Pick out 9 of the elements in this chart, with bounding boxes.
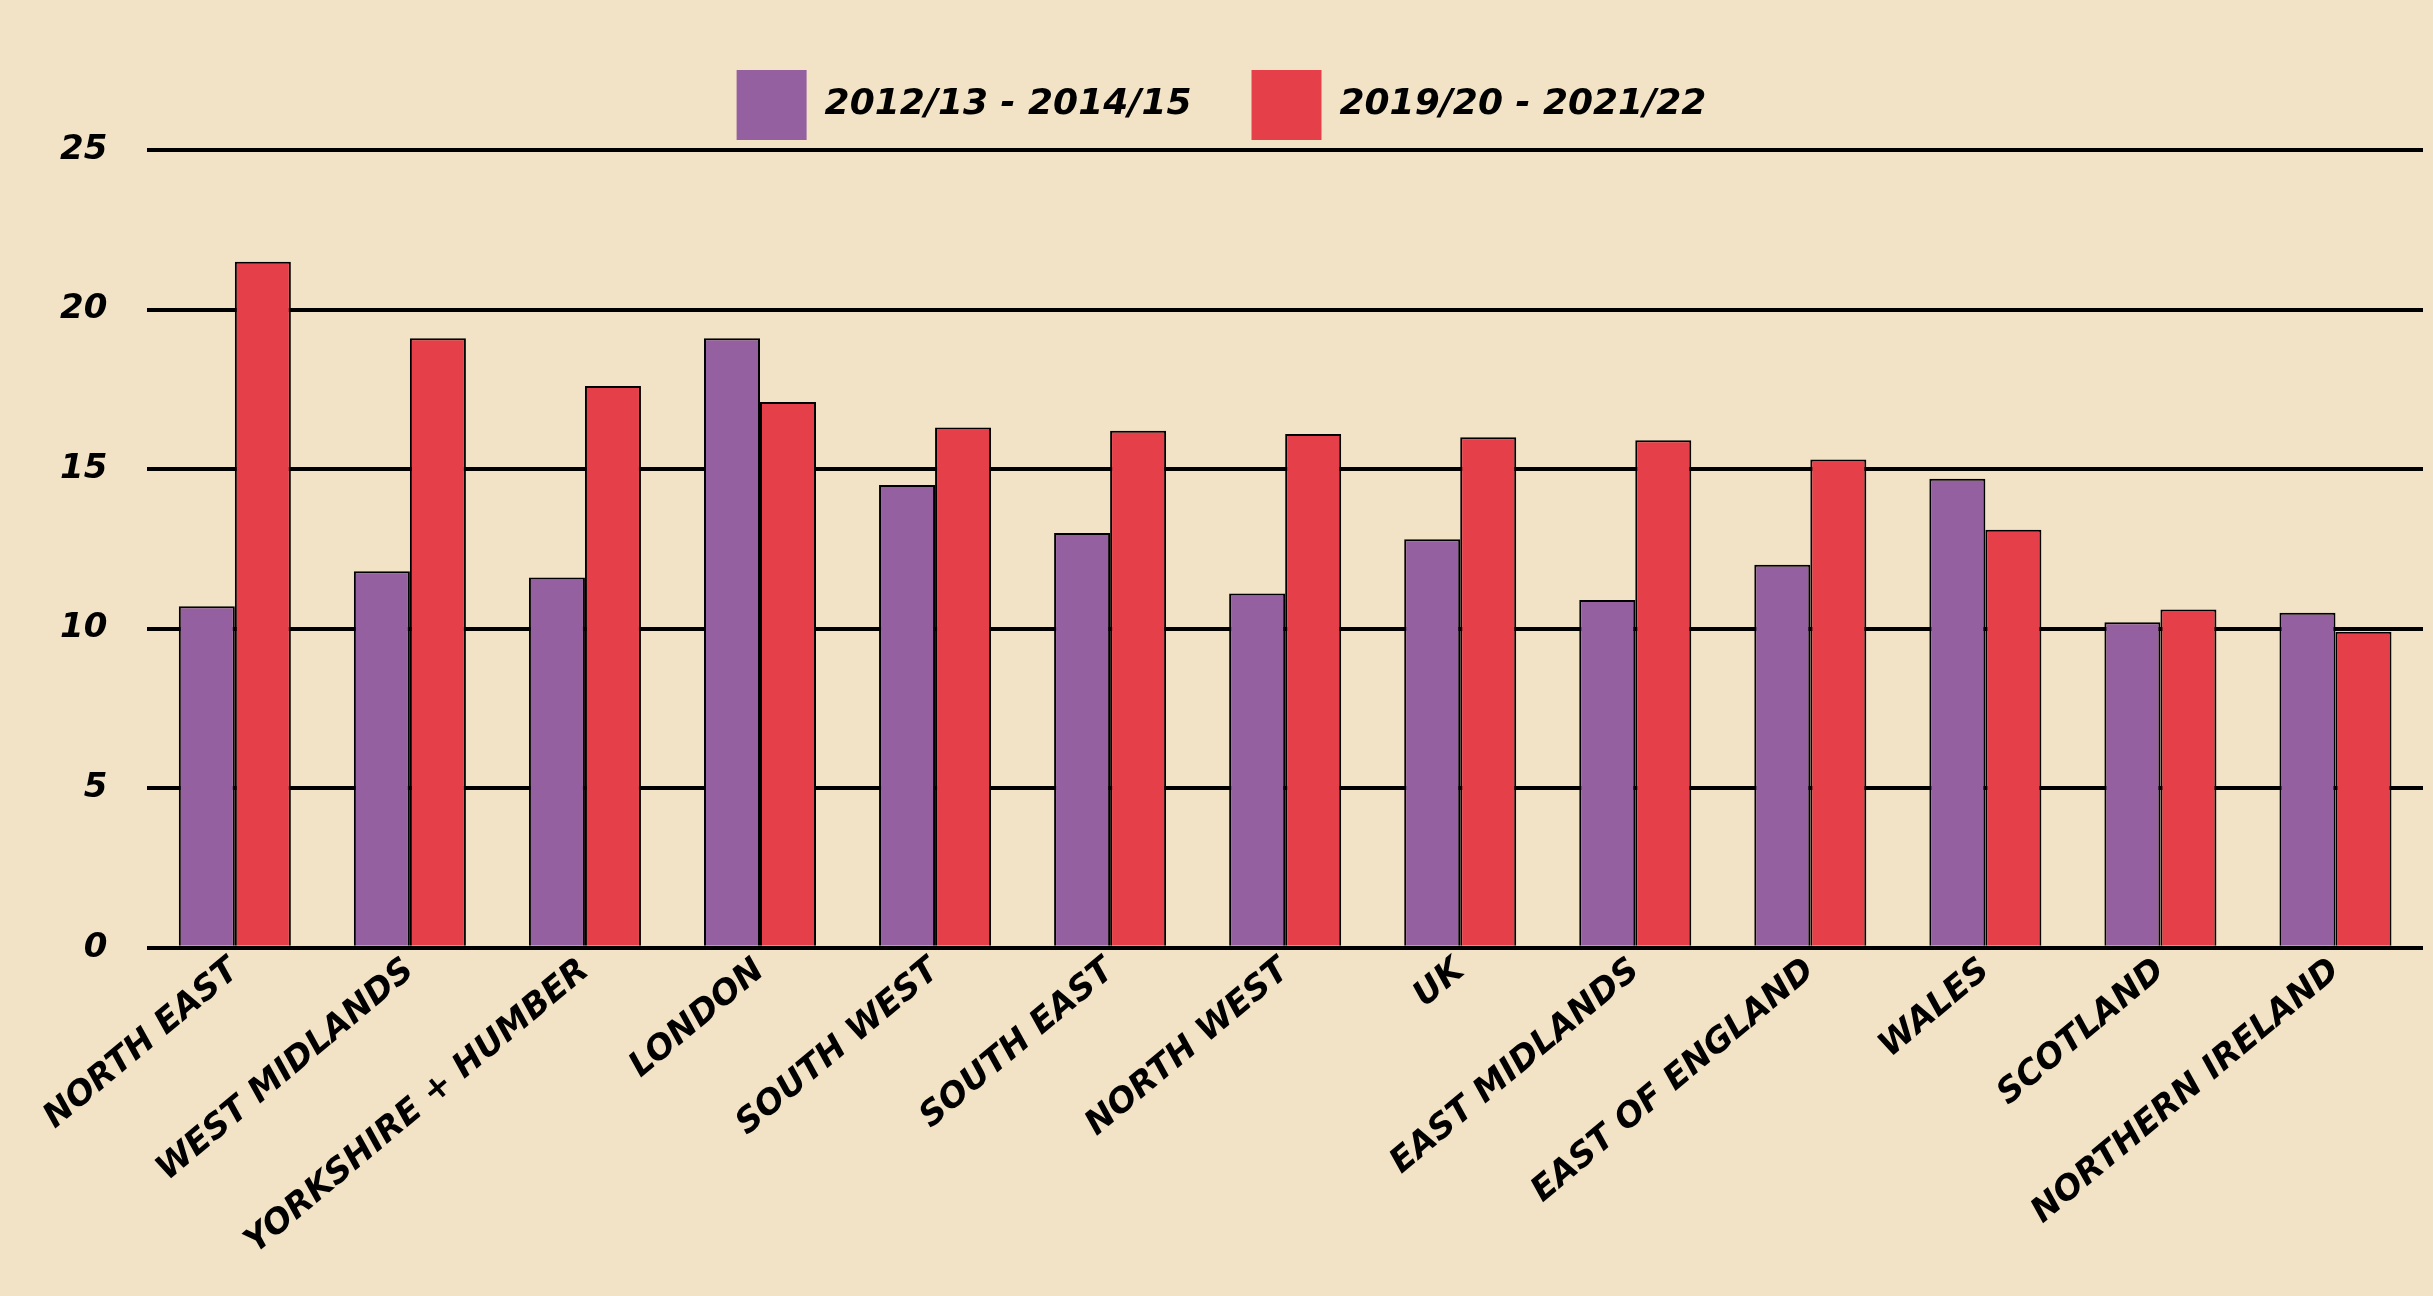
y-tick-label: 15 bbox=[59, 445, 108, 486]
y-tick-label: 5 bbox=[83, 764, 108, 805]
x-tick-label: UK bbox=[1404, 946, 1474, 1014]
y-tick-label: 10 bbox=[59, 605, 108, 646]
legend-label: 2012/13 - 2014/15 bbox=[824, 81, 1192, 123]
y-tick-label: 20 bbox=[59, 286, 108, 327]
legend-label: 2019/20 - 2021/22 bbox=[1339, 81, 1707, 123]
y-tick-label: 0 bbox=[83, 924, 108, 965]
y-tick-label: 25 bbox=[59, 126, 108, 167]
